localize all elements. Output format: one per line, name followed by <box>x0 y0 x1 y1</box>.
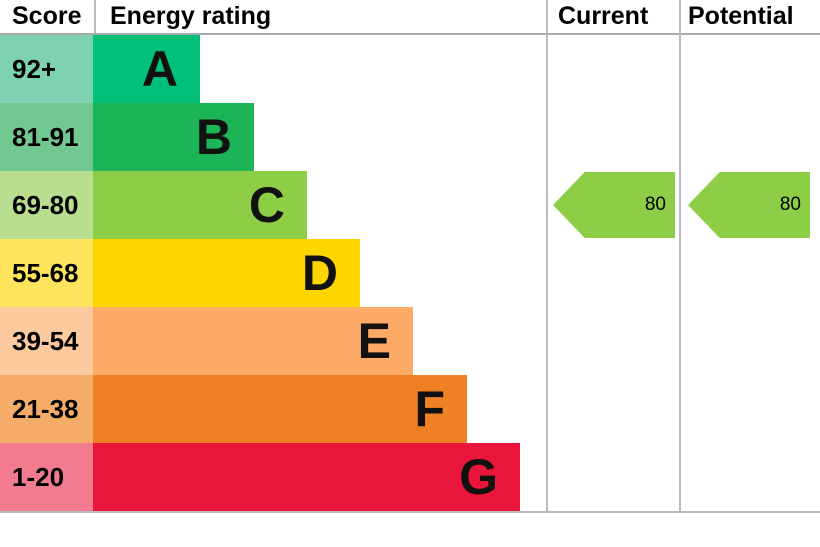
band-letter-g: G <box>459 449 498 505</box>
energy-rating-column-header: Energy rating <box>110 2 272 30</box>
band-row-d: 55-68 D <box>0 239 546 307</box>
current-rating-value: 80 <box>644 194 666 215</box>
score-range-b: 81-91 <box>0 103 93 171</box>
score-range-e: 39-54 <box>0 307 93 375</box>
band-bar-d: D <box>93 239 360 307</box>
band-bar-e: E <box>93 307 413 375</box>
band-letter-d: D <box>301 245 338 301</box>
score-range-a: 92+ <box>0 35 93 103</box>
band-bar-a: A <box>93 35 200 103</box>
band-letter-c: C <box>248 177 285 233</box>
score-range-f: 21-38 <box>0 375 93 443</box>
band-row-f: 21-38 F <box>0 375 546 443</box>
current-rating-arrow: 80 <box>553 172 675 238</box>
band-letter-a: A <box>141 41 178 97</box>
band-row-c: 69-80 C <box>0 171 546 239</box>
band-letter-b: B <box>195 109 232 165</box>
current-column-divider <box>546 0 548 511</box>
band-row-b: 81-91 B <box>0 103 546 171</box>
current-column-header: Current <box>558 2 649 30</box>
band-letter-e: E <box>357 313 391 369</box>
potential-rating-arrow: 80 <box>688 172 810 238</box>
chart-bottom-border <box>0 511 820 513</box>
chart-header-row: Score Energy rating Current Potential <box>0 0 820 33</box>
band-row-g: 1-20 G <box>0 443 546 511</box>
header-divider-line <box>0 33 820 35</box>
score-range-d: 55-68 <box>0 239 93 307</box>
potential-rating-value: 80 <box>779 194 801 215</box>
potential-column-divider <box>679 0 681 511</box>
band-row-e: 39-54 E <box>0 307 546 375</box>
band-row-a: 92+ A <box>0 35 546 103</box>
energy-band-rows: 92+ A 81-91 B 69-80 C 55-68 D 39-54 <box>0 35 546 511</box>
band-bar-b: B <box>93 103 254 171</box>
score-range-c: 69-80 <box>0 171 93 239</box>
potential-column-header: Potential <box>688 2 794 30</box>
band-bar-f: F <box>93 375 467 443</box>
band-bar-g: G <box>93 443 520 511</box>
score-column-header: Score <box>12 2 82 30</box>
band-bar-c: C <box>93 171 307 239</box>
band-letter-f: F <box>414 381 445 437</box>
score-range-g: 1-20 <box>0 443 93 511</box>
score-column-divider <box>94 0 96 33</box>
